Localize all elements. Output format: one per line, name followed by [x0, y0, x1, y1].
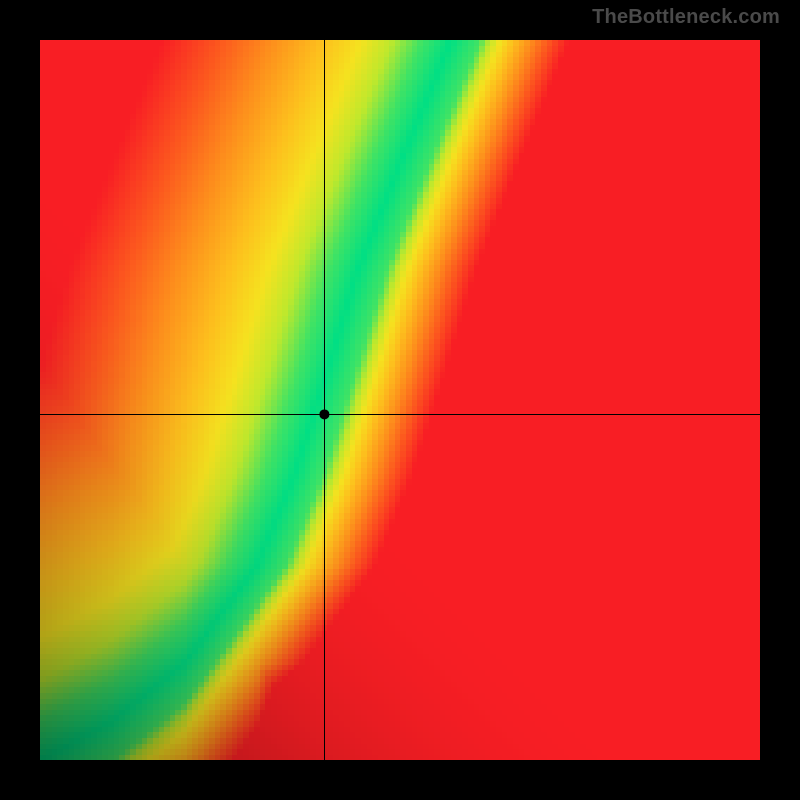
heatmap-canvas [40, 40, 760, 760]
plot-frame [40, 40, 760, 760]
chart-root: TheBottleneck.com [0, 0, 800, 800]
attribution-text: TheBottleneck.com [592, 6, 780, 29]
